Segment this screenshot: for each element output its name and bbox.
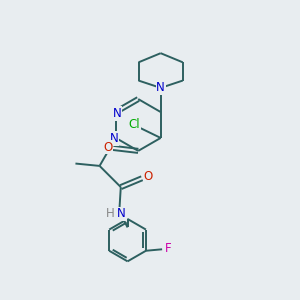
Text: O: O	[103, 141, 112, 154]
Text: Cl: Cl	[128, 118, 140, 130]
Text: H: H	[106, 207, 114, 220]
Text: N: N	[113, 107, 122, 120]
Text: N: N	[110, 132, 119, 145]
Text: N: N	[117, 207, 126, 220]
Text: N: N	[156, 81, 165, 94]
Text: F: F	[165, 242, 171, 255]
Text: O: O	[143, 170, 152, 183]
